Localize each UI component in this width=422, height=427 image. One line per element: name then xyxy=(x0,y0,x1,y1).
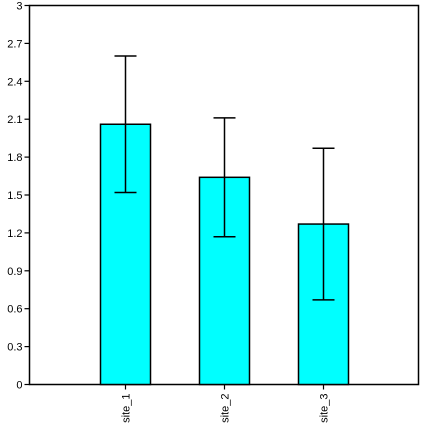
x-tick-label: site_3 xyxy=(319,394,331,423)
y-tick-label: 1.8 xyxy=(7,152,22,164)
y-tick-label: 0 xyxy=(16,380,22,392)
y-tick-label: 0.6 xyxy=(7,304,22,316)
error-bar-site_3 xyxy=(312,147,335,301)
x-tick-label: site_2 xyxy=(220,394,232,423)
x-tick-label: site_1 xyxy=(121,394,133,423)
y-tick-label: 3 xyxy=(16,1,22,13)
y-tick-label: 2.4 xyxy=(7,76,22,88)
y-tick-label: 1.2 xyxy=(7,228,22,240)
y-tick-label: 2.1 xyxy=(7,114,22,126)
error-bar-site_1 xyxy=(114,55,137,194)
y-tick-label: 1.5 xyxy=(7,190,22,202)
error-bars xyxy=(114,55,335,301)
y-axis: 0 0.3 0.6 0.9 1.2 1.5 1.8 2.1 2.4 2.7 3 xyxy=(7,1,30,392)
y-tick-label: 2.7 xyxy=(7,38,22,50)
y-tick-label: 0.9 xyxy=(7,266,22,278)
error-bar-site_2 xyxy=(213,117,236,238)
y-tick-label: 0.3 xyxy=(7,342,22,354)
x-axis: site_1 site_2 site_3 xyxy=(121,384,331,423)
